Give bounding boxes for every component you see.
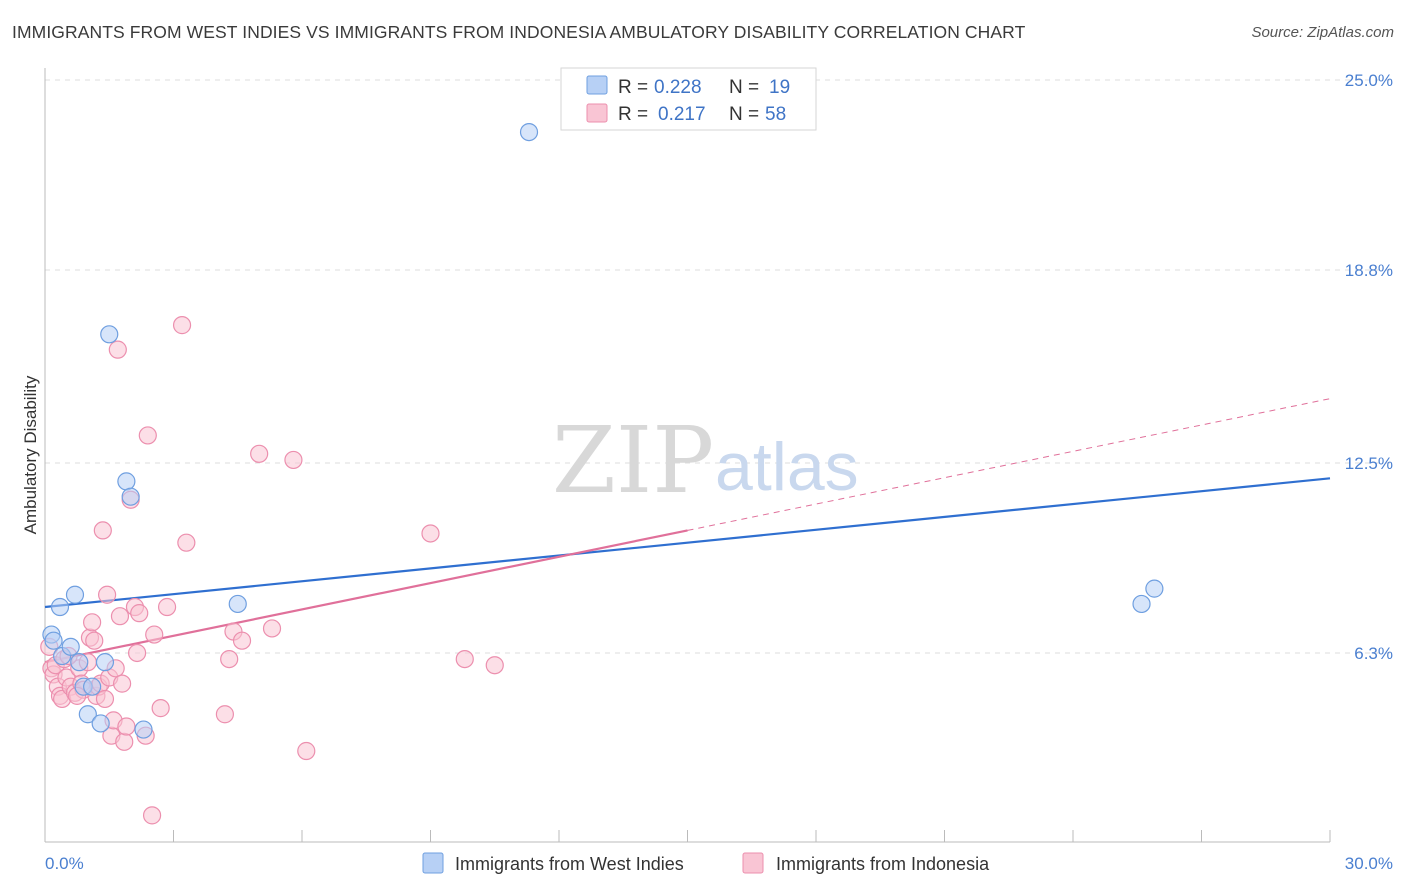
y-tick-label-0: 6.3% — [1354, 644, 1393, 663]
bottom-legend-indonesia: Immigrants from Indonesia — [776, 854, 990, 874]
point-west-indies-19 — [1145, 579, 1164, 598]
watermark-zip: ZIP — [552, 407, 714, 514]
point-west-indies-1 — [44, 631, 63, 650]
point-indonesia-40 — [145, 625, 164, 644]
point-indonesia-46 — [220, 649, 239, 669]
y-axis-label: Ambulatory Disability — [21, 375, 40, 534]
point-indonesia-28 — [108, 340, 127, 359]
point-west-indies-12 — [100, 325, 119, 344]
point-west-indies-17 — [519, 122, 539, 142]
stats-legend: R = 0.228 N = 19 R = 0.217 N = 58 — [560, 67, 817, 131]
legend-r-value-1: 0.228 — [654, 77, 702, 98]
legend-n-value-1: 19 — [769, 77, 790, 98]
y-tick-label-1: 12.5% — [1345, 454, 1393, 473]
gridlines — [45, 79, 1392, 654]
y-tick-label-3: 25.0% — [1345, 71, 1393, 90]
point-indonesia-51 — [284, 450, 303, 470]
bottom-legend-swatch-indonesia — [742, 852, 764, 874]
point-indonesia-35 — [127, 643, 147, 663]
x-tick-label-0: 0.0% — [45, 854, 84, 873]
point-indonesia-16 — [83, 613, 102, 632]
point-indonesia-43 — [172, 316, 192, 335]
legend-n-value-2: 58 — [765, 104, 786, 125]
point-indonesia-52 — [297, 741, 316, 761]
point-indonesia-23 — [98, 585, 117, 604]
chart-title: IMMIGRANTS FROM WEST INDIES VS IMMIGRANT… — [12, 22, 1026, 42]
point-west-indies-2 — [50, 597, 70, 617]
point-indonesia-48 — [232, 631, 252, 650]
point-indonesia-30 — [112, 674, 132, 693]
point-indonesia-50 — [262, 619, 282, 638]
point-indonesia-32 — [117, 717, 136, 736]
point-west-indies-5 — [65, 585, 85, 604]
legend-swatch-indonesia — [586, 103, 608, 123]
trend-line-west-indies — [44, 477, 1331, 609]
point-indonesia-49 — [250, 444, 269, 463]
bottom-legend-west-indies: Immigrants from West Indies — [455, 854, 684, 874]
legend-r-label-2: R = — [618, 104, 648, 125]
legend-swatch-west-indies — [586, 75, 608, 95]
point-indonesia-31 — [115, 732, 134, 751]
x-tick-label-1: 30.0% — [1345, 854, 1393, 873]
legend-r-label-1: R = — [618, 77, 648, 98]
y-tick-label-2: 18.8% — [1345, 261, 1393, 280]
legend-n-label-2: N = — [729, 104, 759, 125]
data-points — [40, 122, 1164, 825]
point-west-indies-18 — [1132, 594, 1151, 614]
point-west-indies-16 — [228, 594, 247, 614]
point-west-indies-4 — [61, 637, 80, 656]
axes — [44, 68, 1331, 843]
chart-source: Source: ZipAtlas.com — [1251, 24, 1394, 41]
y-tick-labels: 6.3% 12.5% 18.8% 25.0% — [1345, 71, 1393, 663]
point-indonesia-53 — [421, 524, 440, 543]
point-indonesia-42 — [157, 597, 177, 617]
point-indonesia-21 — [93, 521, 112, 540]
point-west-indies-6 — [70, 653, 89, 672]
point-west-indies-13 — [117, 472, 136, 491]
watermark: ZIP atlas — [552, 407, 859, 514]
point-west-indies-10 — [91, 714, 110, 733]
point-indonesia-55 — [485, 656, 504, 675]
series-legend: Immigrants from West Indies Immigrants f… — [422, 852, 990, 874]
point-west-indies-15 — [134, 720, 153, 739]
bottom-legend-swatch-west-indies — [422, 852, 444, 874]
legend-r-value-2: 0.217 — [658, 104, 706, 125]
point-west-indies-8 — [78, 705, 97, 724]
point-indonesia-29 — [110, 607, 130, 626]
point-indonesia-45 — [215, 705, 234, 724]
legend-n-label-1: N = — [729, 77, 759, 98]
point-indonesia-36 — [130, 604, 149, 623]
point-indonesia-44 — [177, 533, 196, 552]
watermark-atlas: atlas — [715, 429, 859, 505]
point-indonesia-22 — [95, 689, 115, 709]
x-tick-labels: 0.0% 30.0% — [45, 854, 1393, 873]
point-indonesia-54 — [455, 649, 474, 669]
point-indonesia-39 — [142, 806, 162, 825]
point-indonesia-41 — [151, 699, 170, 718]
point-west-indies-11 — [95, 653, 115, 672]
point-indonesia-38 — [138, 426, 157, 445]
point-west-indies-9 — [83, 677, 102, 696]
point-west-indies-14 — [121, 487, 140, 506]
point-indonesia-17 — [85, 631, 104, 650]
